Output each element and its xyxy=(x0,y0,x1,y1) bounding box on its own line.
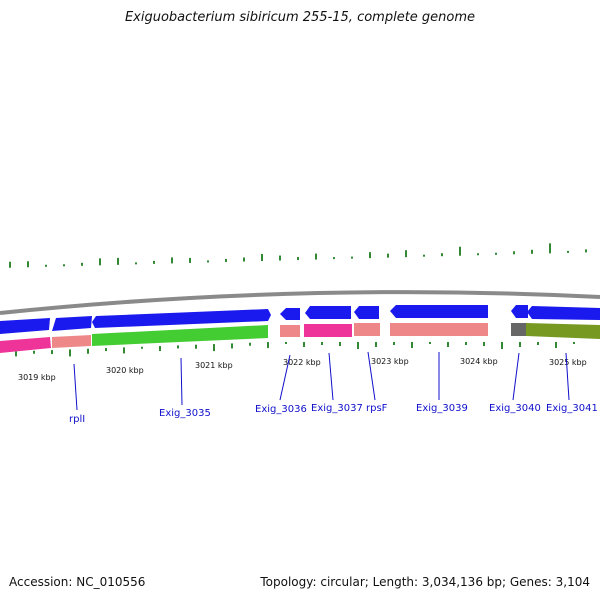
accession-label: Accession: NC_010556 xyxy=(9,575,146,589)
segment-green-Exig_3035[interactable] xyxy=(92,325,268,346)
gene-label-Exig_3036[interactable]: Exig_3036 xyxy=(255,404,307,415)
scale-tick-label: 3024 kbp xyxy=(460,357,498,366)
gene-label-Exig_3040[interactable]: Exig_3040 xyxy=(489,403,541,414)
gene-arrow-rplI[interactable] xyxy=(52,316,92,331)
leader-line-rplI xyxy=(73,363,78,411)
segment-salmon-rpsF[interactable] xyxy=(354,323,380,336)
leader-line-rpsF xyxy=(367,351,376,401)
genome-summary-label: Topology: circular; Length: 3,034,136 bp… xyxy=(260,575,590,589)
leader-line-Exig_3037 xyxy=(328,352,334,401)
scale-tick-label: 3025 kbp xyxy=(549,358,587,367)
segment-salmon-Exig_3039[interactable] xyxy=(390,323,488,336)
scale-tick-label: 3022 kbp xyxy=(283,358,321,367)
leader-line-Exig_3040 xyxy=(512,352,520,401)
gene-arrow-Exig_3041[interactable] xyxy=(527,306,600,320)
gene-label-Exig_3041[interactable]: Exig_3041 xyxy=(546,403,598,414)
segment-olive-Exig_3041[interactable] xyxy=(526,323,600,339)
segment-salmon-Exig_3036[interactable] xyxy=(280,325,300,337)
scale-tick-label: 3021 kbp xyxy=(195,361,233,370)
gene-arrow-Exig_3040[interactable] xyxy=(511,305,528,318)
gene-labels: rplI Exig_3035 Exig_3036 Exig_3037 rpsF … xyxy=(69,403,598,425)
segment-pink-left[interactable] xyxy=(0,337,51,353)
gene-label-Exig_3035[interactable]: Exig_3035 xyxy=(159,408,211,419)
gene-leader-lines xyxy=(73,351,570,411)
gene-arrow-Exig_3035[interactable] xyxy=(92,309,271,328)
forward-strand-track xyxy=(0,305,600,334)
leader-line-Exig_3041 xyxy=(565,352,570,401)
segment-salmon-rplI[interactable] xyxy=(52,335,91,348)
segment-gray-Exig_3040[interactable] xyxy=(511,323,526,336)
leader-line-Exig_3035 xyxy=(180,357,183,406)
gene-arrow-Exig_3037[interactable] xyxy=(305,306,351,319)
leader-line-Exig_3036 xyxy=(279,354,291,401)
genome-backbone xyxy=(0,290,600,315)
gene-label-Exig_3037[interactable]: Exig_3037 xyxy=(311,403,363,414)
gene-label-rpsF[interactable]: rpsF xyxy=(366,403,388,414)
scale-tick-label: 3019 kbp xyxy=(18,373,56,382)
scale-labels: 3019 kbp 3020 kbp 3021 kbp 3022 kbp 3023… xyxy=(18,357,587,382)
gene-label-rplI[interactable]: rplI xyxy=(69,414,85,425)
gene-arrow-Exig_3036[interactable] xyxy=(280,308,300,320)
gene-arrow-Exig_3039[interactable] xyxy=(390,305,488,318)
feature-band xyxy=(0,323,600,353)
map-title: Exiguobacterium sibiricum 255-15, comple… xyxy=(124,10,476,25)
gc-content-track-top xyxy=(9,243,587,268)
gc-content-track-bottom xyxy=(15,342,575,357)
gene-label-Exig_3039[interactable]: Exig_3039 xyxy=(416,403,468,414)
scale-tick-label: 3023 kbp xyxy=(371,357,409,366)
scale-tick-label: 3020 kbp xyxy=(106,366,144,375)
gene-arrow-1[interactable] xyxy=(0,318,50,334)
gene-arrow-rpsF[interactable] xyxy=(354,306,379,319)
segment-pink-Exig_3037[interactable] xyxy=(304,324,352,337)
